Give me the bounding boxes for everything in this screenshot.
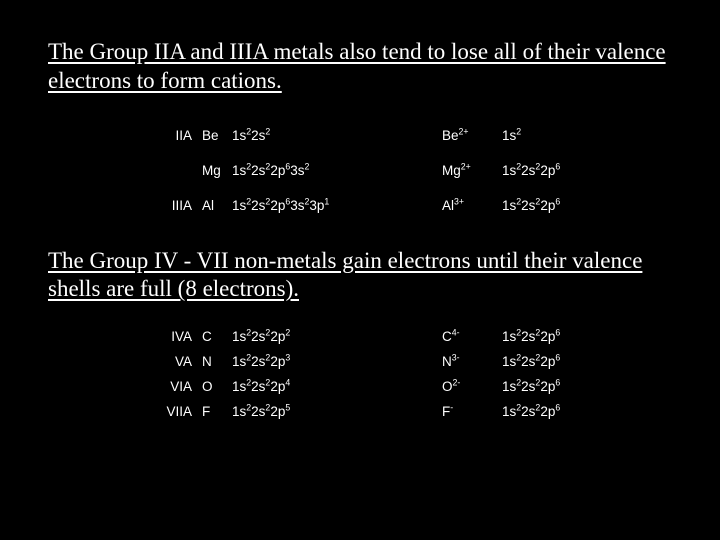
electron-configuration: 1s22s2 [232, 128, 442, 143]
electron-configuration: 1s22s22p2 [232, 329, 442, 344]
table-2: IVAC1s22s22p2C4-1s22s22p6VAN1s22s22p3N3-… [136, 324, 632, 424]
table-row: VIIAF1s22s22p5F-1s22s22p6 [136, 399, 632, 424]
electron-configuration: 1s22s22p3 [232, 354, 442, 369]
ion-symbol: Be2+ [442, 128, 502, 143]
electron-configuration: 1s22s22p63s23p1 [232, 198, 442, 213]
ion-configuration: 1s22s22p6 [502, 404, 632, 419]
element-symbol: Mg [202, 163, 232, 178]
group-label: VA [136, 354, 202, 369]
ion-symbol: Mg2+ [442, 163, 502, 178]
group-label: IIA [136, 128, 202, 143]
heading-2: The Group IV - VII non-metals gain elect… [48, 247, 672, 305]
table-row: VIAO1s22s22p4O2-1s22s22p6 [136, 374, 632, 399]
ion-symbol: F- [442, 404, 502, 419]
element-symbol: F [202, 404, 232, 419]
ion-symbol: N3- [442, 354, 502, 369]
ion-configuration: 1s22s22p6 [502, 379, 632, 394]
electron-configuration: 1s22s22p5 [232, 404, 442, 419]
ion-configuration: 1s22s22p6 [502, 163, 632, 178]
element-symbol: Be [202, 128, 232, 143]
element-symbol: Al [202, 198, 232, 213]
table-row: Mg1s22s22p63s2Mg2+1s22s22p6 [136, 153, 632, 188]
table-row: IIIAAl1s22s22p63s23p1Al3+1s22s22p6 [136, 188, 632, 223]
group-label: VIIA [136, 404, 202, 419]
table-row: IIABe1s22s2Be2+1s2 [136, 118, 632, 153]
electron-configuration: 1s22s22p4 [232, 379, 442, 394]
group-label: VIA [136, 379, 202, 394]
ion-configuration: 1s22s22p6 [502, 354, 632, 369]
table-row: VAN1s22s22p3N3-1s22s22p6 [136, 349, 632, 374]
ion-symbol: Al3+ [442, 198, 502, 213]
element-symbol: N [202, 354, 232, 369]
heading-1: The Group IIA and IIIA metals also tend … [48, 38, 672, 96]
ion-configuration: 1s2 [502, 128, 632, 143]
ion-symbol: O2- [442, 379, 502, 394]
element-symbol: C [202, 329, 232, 344]
group-label: IIIA [136, 198, 202, 213]
group-label: IVA [136, 329, 202, 344]
table-1: IIABe1s22s2Be2+1s2Mg1s22s22p63s2Mg2+1s22… [136, 118, 632, 223]
ion-configuration: 1s22s22p6 [502, 329, 632, 344]
ion-symbol: C4- [442, 329, 502, 344]
table-row: IVAC1s22s22p2C4-1s22s22p6 [136, 324, 632, 349]
slide: The Group IIA and IIIA metals also tend … [0, 0, 720, 424]
electron-configuration: 1s22s22p63s2 [232, 163, 442, 178]
element-symbol: O [202, 379, 232, 394]
ion-configuration: 1s22s22p6 [502, 198, 632, 213]
